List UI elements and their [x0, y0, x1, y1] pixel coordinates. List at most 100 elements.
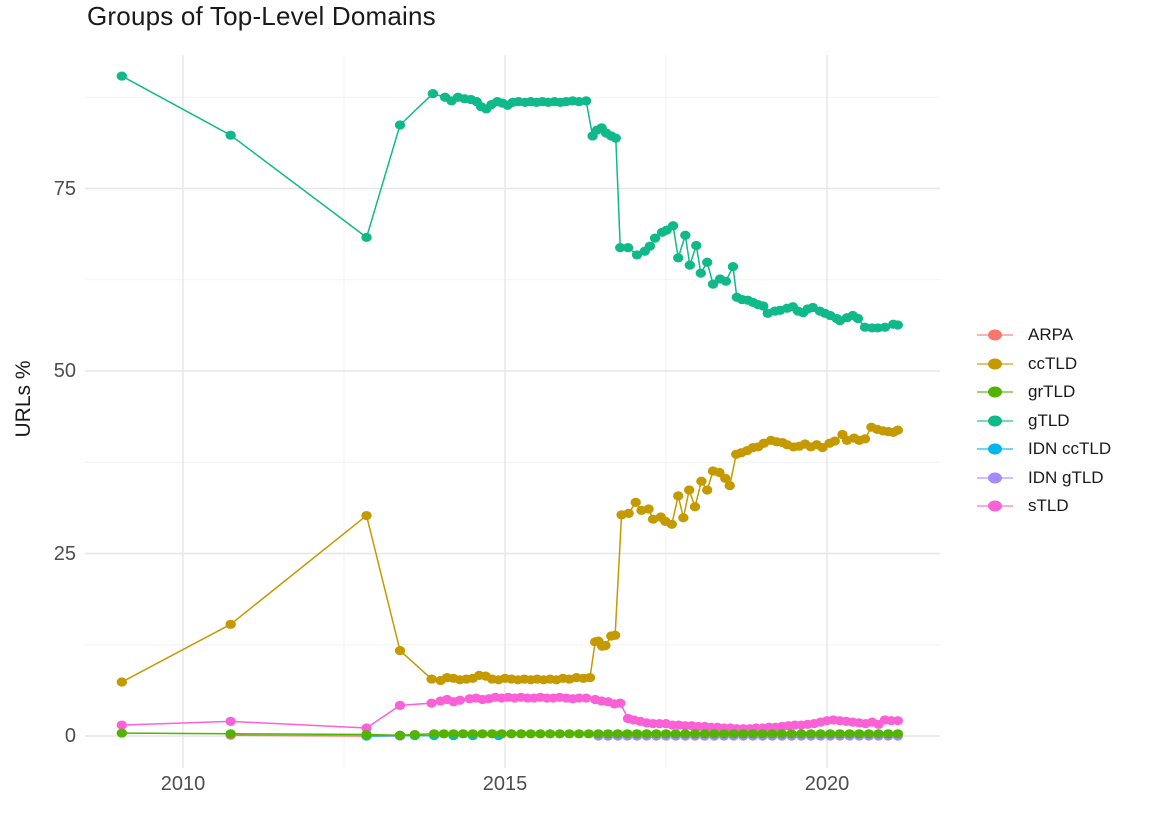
series-grTLD-point: [815, 729, 826, 739]
series-grTLD-point: [747, 729, 759, 739]
series-grTLD-point: [496, 729, 507, 739]
series-gTLD-point: [892, 320, 904, 330]
series-grTLD-point: [467, 729, 478, 739]
legend-label: IDN gTLD: [1028, 467, 1104, 487]
series-grTLD-point: [448, 729, 459, 739]
series-grTLD-point: [738, 729, 749, 739]
series-gTLD-point: [691, 240, 702, 251]
legend-label: ccTLD: [1028, 353, 1078, 373]
series-grTLD-point: [882, 729, 894, 739]
series-grTLD: [116, 728, 904, 740]
series-ccTLD-point: [643, 504, 654, 514]
series-sTLD-point: [225, 716, 236, 727]
y-tick-label: 25: [53, 542, 76, 565]
series-grTLD-point: [457, 729, 469, 739]
series-grTLD-point: [361, 729, 372, 740]
series-grTLD-point: [116, 728, 128, 738]
series-sTLD-point: [116, 720, 128, 730]
legend-label: sTLD: [1028, 496, 1069, 516]
series-gTLD-point: [225, 130, 236, 140]
series-grTLD-point: [564, 729, 575, 739]
series-gTLD-point: [684, 260, 696, 270]
series-grTLD-point: [486, 729, 498, 739]
series-grTLD-point: [728, 729, 739, 739]
series-gTLD-point: [852, 313, 864, 324]
series-ccTLD-point: [225, 619, 236, 629]
legend-key-dot: [988, 443, 1002, 455]
legend-key-dot: [988, 415, 1002, 427]
series-ccTLD-point: [584, 673, 596, 683]
series-grTLD-point: [680, 729, 691, 739]
legend-key-dot: [988, 329, 1002, 341]
series-grTLD-point: [805, 729, 817, 739]
series-gTLD-point: [695, 268, 706, 278]
series-grTLD-point: [892, 729, 904, 739]
series-grTLD-point: [641, 729, 652, 739]
series-grTLD-point: [651, 729, 662, 739]
series-grTLD-point: [544, 729, 556, 739]
legend-key-icon: [977, 415, 1013, 427]
x-tick-label: 2015: [482, 773, 528, 795]
series-grTLD-point: [612, 729, 623, 739]
series-ccTLD-point: [829, 436, 840, 446]
legend: ARPA ccTLD grTLD gTLD IDN ccTLD IDN gTLD sTLD: [976, 321, 1111, 521]
legend-item-sTLD: sTLD: [976, 492, 1111, 521]
series-grTLD-point: [660, 729, 672, 739]
series-sTLD-point: [426, 698, 437, 708]
legend-label: gTLD: [1028, 410, 1070, 430]
y-tick-label: 50: [53, 360, 76, 382]
legend-key-icon: [977, 500, 1013, 512]
series-gTLD-point: [644, 241, 656, 251]
y-tick-label: 0: [64, 725, 76, 747]
series-grTLD-point: [583, 729, 594, 739]
legend-label: ARPA: [1028, 325, 1074, 345]
series-gTLD-line: [121, 75, 898, 329]
legend-item-ccTLD: ccTLD: [976, 350, 1111, 379]
series-ccTLD-point: [689, 502, 701, 512]
series-ccTLD-point: [724, 481, 735, 491]
series-gTLD-point: [702, 257, 713, 267]
series-ccTLD-point: [630, 497, 641, 507]
legend-key-dot: [988, 386, 1002, 398]
series-grTLD-point: [409, 729, 421, 740]
series-grTLD-point: [438, 729, 450, 739]
legend-key-dot: [988, 472, 1002, 484]
series-grTLD-point: [873, 729, 884, 739]
legend-key-icon: [977, 358, 1013, 370]
legend-item-IDN-gTLD: IDN gTLD: [976, 464, 1111, 493]
series-gTLD-point: [680, 230, 691, 240]
series-gTLD-point: [879, 322, 891, 332]
series-ccTLD-point: [720, 473, 731, 483]
legend-key-dot: [988, 358, 1002, 370]
series-ccTLD-point: [394, 645, 406, 656]
legend-key-dot: [988, 500, 1002, 512]
series-ccTLD-point: [623, 508, 634, 518]
series-gTLD-point: [622, 243, 634, 253]
legend-item-gTLD: gTLD: [976, 407, 1111, 436]
series-grTLD-point: [689, 729, 701, 739]
legend-item-IDN-ccTLD: IDN ccTLD: [976, 435, 1111, 464]
series-gTLD-point: [758, 301, 769, 311]
series-gTLD-point: [727, 262, 739, 272]
series-grTLD-point: [767, 729, 778, 739]
series-ccTLD-point: [678, 513, 689, 523]
series-grTLD-point: [670, 729, 681, 739]
series-ccTLD-point: [361, 510, 372, 521]
series-gTLD-point: [631, 250, 643, 260]
series-grTLD-point: [602, 729, 614, 739]
series-grTLD-point: [225, 729, 236, 739]
series-grTLD-point: [863, 729, 875, 739]
series-grTLD-point: [718, 729, 730, 739]
series-gTLD-point: [649, 233, 661, 243]
series-grTLD-point: [709, 729, 720, 739]
series-ccTLD-point: [426, 674, 437, 684]
series-gTLD-point: [394, 120, 406, 130]
series-grTLD-point: [854, 729, 865, 739]
series-grTLD-point: [573, 729, 585, 739]
series-grTLD-point: [525, 729, 536, 739]
series-ccTLD-point: [702, 485, 713, 495]
series-sTLD-point: [580, 693, 592, 703]
series-gTLD-point: [707, 279, 719, 289]
